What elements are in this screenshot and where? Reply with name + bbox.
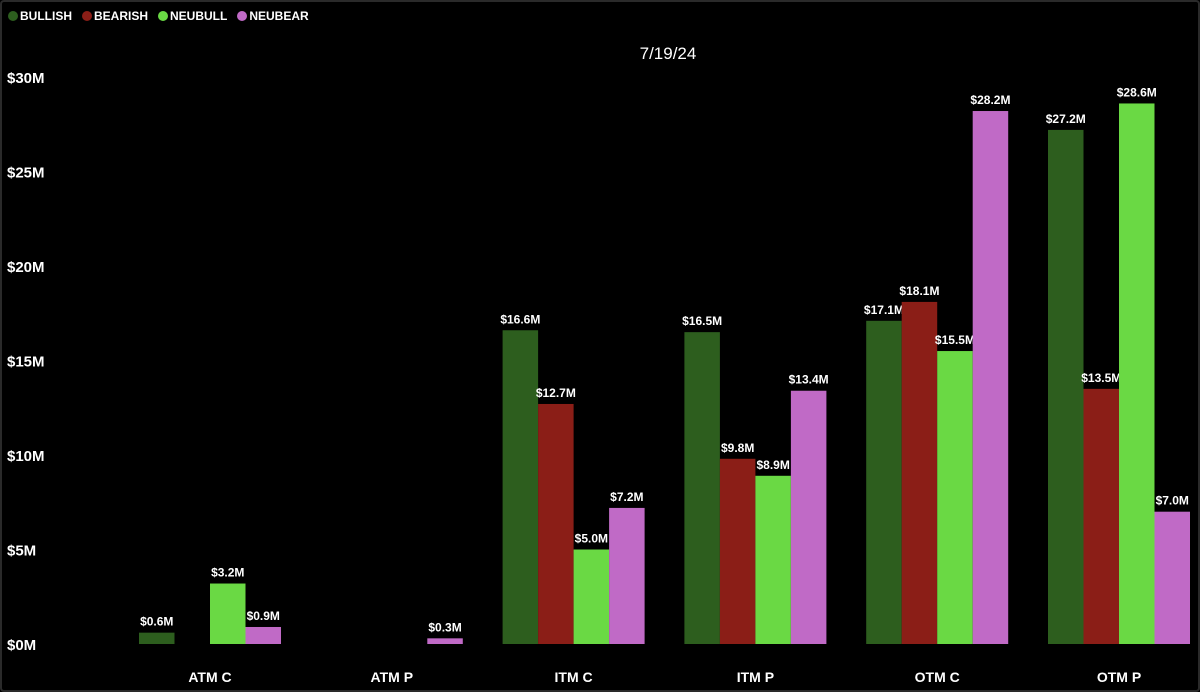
legend-swatch-bullish [8,11,18,21]
x-tick-label-otm-c: OTM C [915,669,960,685]
data-label-neubear-atm-c: $0.9M [247,609,280,623]
y-tick-label: $0M [7,637,36,654]
bar-neubull-atm-c[interactable] [210,583,246,644]
bar-neubear-atm-c[interactable] [245,626,282,644]
x-tick-label-otm-p: OTM P [1097,669,1141,685]
bar-neubear-itm-c[interactable] [609,507,645,644]
bar-bullish-itm-c[interactable] [502,330,539,644]
x-tick-label-itm-p: ITM P [737,669,774,685]
bar-bearish-itm-c[interactable] [538,403,574,644]
bar-neubull-otm-c[interactable] [937,351,973,644]
legend-label-bearish: BEARISH [94,9,149,23]
legend-swatch-bearish [82,11,92,21]
y-axis: $0M $5M $10M $15M $20M $25M $30M [7,70,45,654]
legend-item-bullish[interactable]: BULLISH [8,9,72,23]
bar-neubull-otm-p[interactable] [1119,103,1155,644]
data-label-neubull-otm-p: $28.6M [1117,85,1157,99]
x-tick-label-atm-c: ATM C [188,669,231,685]
data-label-neubull-atm-c: $3.2M [211,566,244,580]
bar-bearish-otm-c[interactable] [901,301,938,644]
legend-swatch-neubear [237,11,248,21]
data-label-bearish-otm-c: $18.1M [899,284,939,298]
legend-item-neubear[interactable]: NEUBEAR [237,9,309,23]
bar-neubear-itm-p[interactable] [790,390,827,644]
data-label-neubear-itm-c: $7.2M [610,490,643,504]
bar-neubear-otm-c[interactable] [972,111,1009,644]
y-tick-label: $5M [7,543,36,560]
bar-bullish-itm-p[interactable] [684,332,720,644]
data-label-neubear-otm-c: $28.2M [970,93,1010,107]
data-label-bullish-atm-c: $0.6M [140,615,173,629]
data-label-bullish-itm-p: $16.5M [682,314,722,328]
y-tick-label: $15M [7,354,45,371]
y-tick-label: $20M [7,259,45,276]
bar-bearish-itm-p[interactable] [719,458,756,644]
data-label-bearish-itm-c: $12.7M [536,386,576,400]
bar-bullish-otm-c[interactable] [866,320,902,644]
x-axis: ATM C ATM P ITM C ITM P OTM C OTM P [188,669,1141,685]
bar-bearish-otm-p[interactable] [1083,388,1120,644]
data-label-bearish-otm-p: $13.5M [1081,371,1121,385]
data-label-neubear-itm-p: $13.4M [789,373,829,387]
bar-neubear-atm-p[interactable] [427,638,463,644]
legend-item-neubull[interactable]: NEUBULL [158,9,227,23]
bar-bullish-atm-c[interactable] [139,632,175,644]
data-label-bullish-itm-c: $16.6M [500,312,540,326]
legend-label-neubear: NEUBEAR [249,9,309,23]
bar-neubear-otm-p[interactable] [1154,511,1191,644]
legend-swatch-neubull [158,11,169,21]
y-tick-label: $25M [7,165,45,182]
bar-neubull-itm-p[interactable] [755,475,791,644]
bar-neubull-itm-c[interactable] [573,549,610,645]
data-label-bullish-otm-p: $27.2M [1046,112,1086,126]
data-label-bearish-itm-p: $9.8M [721,441,754,455]
legend-item-bearish[interactable]: BEARISH [82,9,148,23]
bars: $0.6M $3.2M $0.9M $0.3M $16.6M $12.7M $5.0M $7.… [139,85,1191,645]
bar-bullish-otm-p[interactable] [1048,129,1084,645]
data-label-neubear-otm-p: $7.0M [1156,494,1189,508]
x-tick-label-atm-p: ATM P [371,669,414,685]
y-tick-label: $30M [7,70,45,87]
y-tick-label: $10M [7,448,45,465]
legend: BULLISH BEARISH NEUBULL NEUBEAR [8,9,315,23]
legend-label-bullish: BULLISH [20,9,72,23]
data-label-neubull-itm-p: $8.9M [756,458,789,472]
data-label-neubull-itm-c: $5.0M [575,532,608,546]
legend-label-neubull: NEUBULL [170,9,228,23]
data-label-neubear-atm-p: $0.3M [428,620,461,634]
chart-title: 7/19/24 [640,44,697,63]
data-label-neubull-otm-c: $15.5M [935,333,975,347]
data-label-bullish-otm-c: $17.1M [864,303,904,317]
x-tick-label-itm-c: ITM C [555,669,593,685]
